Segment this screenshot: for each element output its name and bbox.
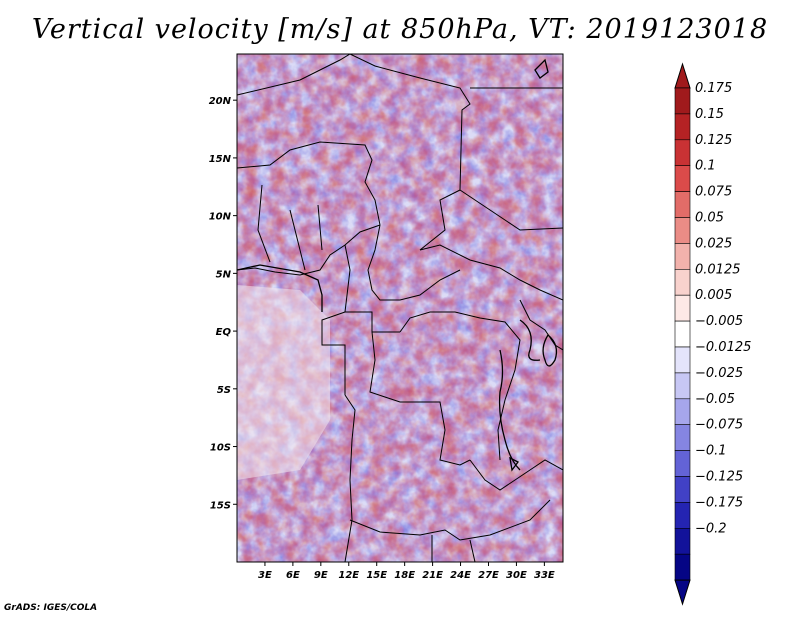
colorbar-label: −0.2: [695, 521, 727, 536]
colorbar-label: −0.025: [695, 366, 743, 381]
colorbar-segment: [674, 476, 691, 503]
colorbar-label: 0.075: [695, 185, 732, 200]
y-tick-label: 5N: [216, 269, 232, 280]
y-tick-label: 15N: [209, 154, 232, 165]
x-tick-label: 3E: [258, 570, 272, 581]
colorbar-label: −0.1: [695, 444, 727, 459]
y-axis: 20N 15N 10N 5N EQ 5S 10S 15S: [209, 96, 237, 511]
y-tick-label: 5S: [217, 385, 231, 396]
colorbar-label: 0.125: [695, 133, 732, 148]
x-tick-label: 9E: [314, 570, 328, 581]
colorbar-label: −0.075: [695, 418, 743, 433]
y-tick-label: EQ: [216, 327, 232, 338]
colorbar-segment: [674, 243, 691, 270]
x-tick-label: 24E: [450, 570, 471, 581]
coastlines-lakes: [237, 58, 558, 472]
x-axis: 3E 6E 9E 12E 15E 18E 21E 24E 27E 30E 33E: [258, 562, 555, 581]
colorbar-segment: [674, 294, 691, 322]
colorbar-label: −0.175: [695, 495, 743, 510]
x-tick-label: 6E: [286, 570, 300, 581]
x-tick-label: 30E: [506, 570, 527, 581]
colorbar-segment: [674, 139, 691, 167]
chart-title: Vertical velocity [m/s] at 850hPa, VT: 2…: [31, 14, 769, 45]
colorbar-segment: [674, 320, 691, 348]
colorbar-segment: [674, 191, 691, 218]
colorbar-segment: [674, 502, 691, 529]
y-tick-label: 10N: [209, 212, 232, 223]
y-tick-label: 20N: [209, 96, 232, 107]
colorbar-segment: [674, 424, 691, 451]
x-tick-label: 15E: [366, 570, 387, 581]
colorbar-segment: [674, 372, 691, 400]
map-panel: [237, 54, 563, 562]
colorbar-segment: [674, 268, 691, 296]
colorbar-label: 0.1: [695, 159, 716, 174]
colorbar-label: 0.15: [695, 107, 724, 122]
y-tick-label: 15S: [210, 500, 231, 511]
colorbar-label: 0.005: [695, 288, 732, 303]
colorbar-label: 0.05: [695, 211, 724, 226]
colorbar-bottom-arrow: [674, 579, 691, 606]
colorbar-segment: [674, 553, 691, 581]
colorbar-top-arrow: [674, 62, 691, 89]
colorbar-segment: [674, 113, 691, 141]
x-tick-label: 18E: [394, 570, 415, 581]
colorbar-segment: [674, 527, 691, 555]
colorbar-label: 0.0125: [695, 262, 741, 277]
colorbar-segment: [674, 398, 691, 425]
grads-credit: GrADS: IGES/COLA: [4, 603, 98, 613]
map-frame: [236, 53, 564, 563]
colorbar-label: −0.0125: [695, 340, 751, 355]
colorbar: 0.175 0.15 0.125 0.1 0.075 0.05 0.025 0.0125 0.0…: [674, 62, 751, 606]
colorbar-label: −0.05: [695, 392, 735, 407]
x-tick-label: 33E: [534, 570, 555, 581]
colorbar-segment: [674, 165, 691, 192]
colorbar-label: −0.125: [695, 470, 743, 485]
colorbar-segment: [674, 87, 691, 115]
x-tick-label: 21E: [422, 570, 443, 581]
colorbar-segment: [674, 346, 691, 374]
country-borders: [237, 54, 563, 562]
x-tick-label: 12E: [338, 570, 359, 581]
atlantic-calm-area: [237, 285, 330, 480]
colorbar-label: 0.175: [695, 81, 732, 96]
colorbar-segment: [674, 217, 691, 244]
colorbar-segment: [674, 450, 691, 477]
y-tick-label: 10S: [210, 443, 231, 454]
colorbar-label: −0.005: [695, 314, 743, 329]
colorbar-label: 0.025: [695, 236, 732, 251]
x-tick-label: 27E: [478, 570, 499, 581]
